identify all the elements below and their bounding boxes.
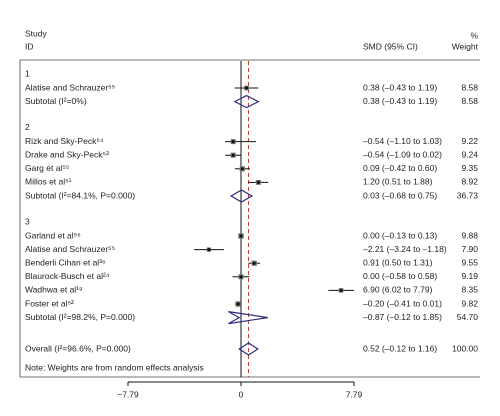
point-estimate <box>239 234 243 238</box>
header-effect: SMD (95% CI) <box>363 41 418 51</box>
study-label: Subtotal (I²=98.2%, P=0.000) <box>25 312 135 322</box>
study-label: Wadhwa et al¹⁹ <box>25 285 83 295</box>
ci-label: 0.00 (–0.13 to 0.13) <box>363 230 437 240</box>
study-label: Benderli Cihan et al³⁶ <box>25 257 106 267</box>
point-estimate <box>231 153 235 157</box>
study-label: Alatise and Schrauzer⁵⁵ <box>25 244 115 254</box>
ci-label: –0.54 (–1.09 to 0.02) <box>363 149 442 159</box>
pooled-diamond <box>229 189 254 203</box>
note: Note: Weights are from random effects an… <box>25 362 204 372</box>
header-pct: % <box>470 30 478 40</box>
pooled-diamond <box>233 94 260 109</box>
ci-label: 1.20 (0.51 to 1.88) <box>363 177 433 187</box>
point-estimate <box>240 167 244 171</box>
study-label: Rizk and Sky-Peck⁵⁴ <box>25 136 104 146</box>
pooled-diamond <box>228 311 268 325</box>
weight-label: 9.88 <box>461 230 478 240</box>
header-id: ID <box>25 41 34 51</box>
point-estimate <box>256 180 261 184</box>
study-label: Drake and Sky-Peck⁵³ <box>25 149 109 159</box>
study-label: Millos et al⁵¹ <box>25 177 72 187</box>
group-title: 3 <box>25 216 30 226</box>
x-tick-label: −7.79 <box>117 389 139 399</box>
weight-label: 9.19 <box>461 271 478 281</box>
x-tick-label: 0 <box>239 389 244 399</box>
study-label: Subtotal (I²=84.1%, P=0.000) <box>25 190 135 200</box>
group-title: 2 <box>25 122 30 132</box>
header-study: Study <box>25 28 47 38</box>
ci-label: 0.91 (0.50 to 1.31) <box>363 257 433 267</box>
study-label: Foster et al⁵² <box>25 298 74 308</box>
weight-label: 8.58 <box>461 96 478 106</box>
weight-label: 8.58 <box>461 82 478 92</box>
point-estimate <box>244 86 249 90</box>
weight-label: 8.35 <box>461 285 478 295</box>
ci-label: 0.52 (–0.12 to 1.16) <box>363 343 437 353</box>
ci-label: –0.54 (–1.10 to 1.03) <box>363 136 442 146</box>
study-label: Garland et al⁵⁶ <box>25 230 81 240</box>
ci-label: 0.38 (–0.43 to 1.19) <box>363 82 437 92</box>
point-estimate <box>236 302 240 306</box>
study-label: Garg et al⁵⁵ <box>25 163 69 173</box>
point-estimate <box>231 140 235 144</box>
weight-label: 9.55 <box>461 257 478 267</box>
ci-label: 0.09 (–0.42 to 0.60) <box>363 163 437 173</box>
ci-label: –2.21 (–3.24 to –1.18) <box>363 244 447 254</box>
weight-label: 36.73 <box>457 190 479 200</box>
point-estimate <box>339 288 343 292</box>
group-title: 1 <box>25 68 30 78</box>
ci-label: 0.00 (–0.58 to 0.58) <box>363 271 437 281</box>
weight-label: 9.35 <box>461 163 478 173</box>
ci-label: 0.03 (–0.68 to 0.75) <box>363 190 437 200</box>
x-tick-label: 7.79 <box>346 389 363 399</box>
weight-label: 7.90 <box>461 244 478 254</box>
study-label: Blaurock-Busch et al²⁴ <box>25 271 110 281</box>
ci-label: –0.87 (–0.12 to 1.85) <box>363 312 442 322</box>
weight-label: 9.22 <box>461 136 478 146</box>
ci-label: 0.38 (–0.43 to 1.19) <box>363 96 437 106</box>
study-label: Subtotal (I²=0%) <box>25 96 87 106</box>
pooled-diamond <box>238 342 259 356</box>
ci-label: 6.90 (6.02 to 7.79) <box>363 285 433 295</box>
weight-label: 9.82 <box>461 298 478 308</box>
point-estimate <box>252 261 256 265</box>
header-weight: Weight <box>452 41 479 51</box>
weight-label: 100.00 <box>452 343 478 353</box>
weight-label: 9.24 <box>461 149 478 159</box>
weight-label: 54.70 <box>457 312 479 322</box>
point-estimate <box>239 275 243 279</box>
ci-label: –0.20 (–0.41 to 0.01) <box>363 298 442 308</box>
study-label: Overall (I²=96.6%, P=0.000) <box>25 343 131 353</box>
point-estimate <box>207 248 211 252</box>
study-label: Alatise and Schrauzer⁵⁵ <box>25 82 115 92</box>
weight-label: 8.92 <box>461 177 478 187</box>
